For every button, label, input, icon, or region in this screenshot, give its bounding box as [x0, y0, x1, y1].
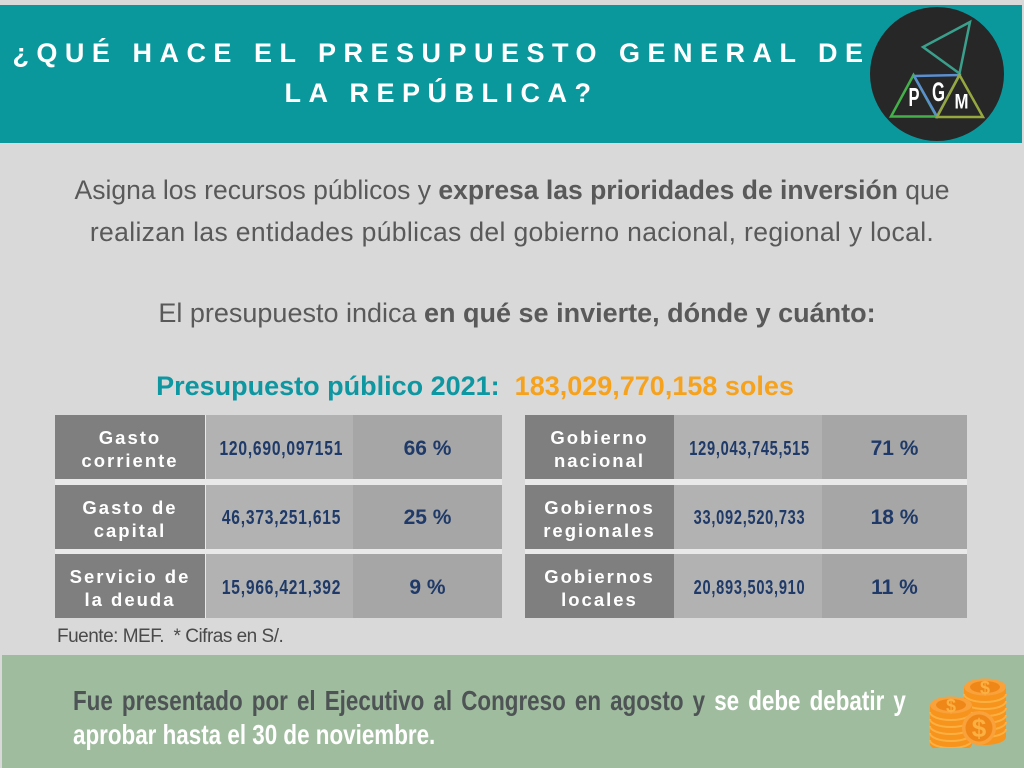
svg-text:$: $ — [980, 678, 990, 698]
svg-text:$: $ — [972, 713, 987, 743]
svg-text:P: P — [909, 82, 920, 112]
svg-text:$: $ — [946, 696, 956, 716]
svg-text:G: G — [932, 77, 945, 107]
svg-text:M: M — [955, 91, 969, 114]
